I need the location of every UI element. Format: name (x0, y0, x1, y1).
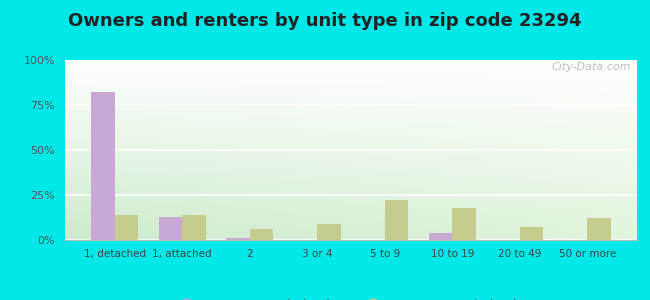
Bar (317, 224, 341, 240)
Text: Owners and renters by unit type in zip code 23294: Owners and renters by unit type in zip c… (68, 12, 582, 30)
Bar (226, 238, 250, 240)
Bar (428, 233, 452, 240)
Bar (520, 227, 543, 240)
Bar (452, 208, 476, 240)
Bar (159, 217, 182, 240)
Bar (385, 200, 408, 240)
Text: City-Data.com: City-Data.com (552, 62, 631, 72)
Bar (114, 215, 138, 240)
Bar (588, 218, 611, 240)
Bar (182, 215, 206, 240)
Bar (250, 229, 274, 240)
Bar (91, 92, 114, 240)
Legend: Owner occupied units, Renter occupied units: Owner occupied units, Renter occupied un… (169, 293, 533, 300)
